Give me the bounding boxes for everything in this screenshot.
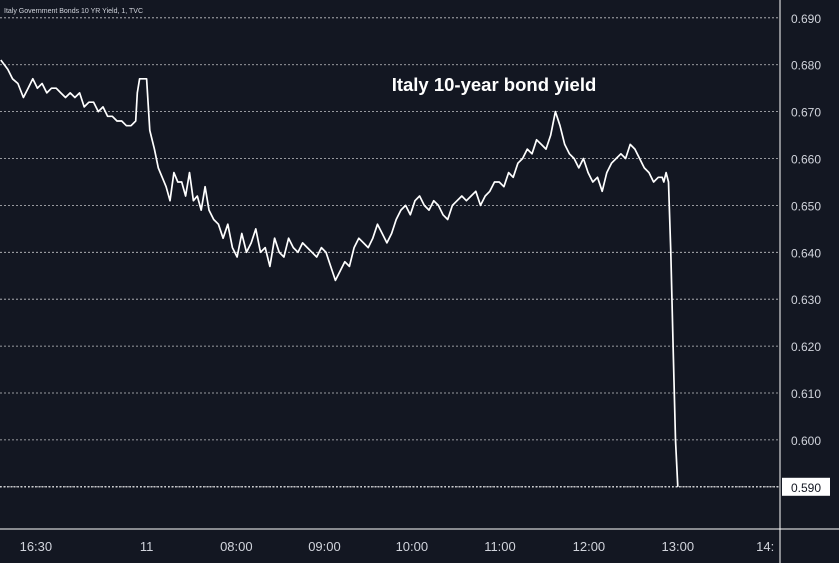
x-tick-label: 12:00	[573, 539, 606, 554]
x-tick-label: 13:00	[662, 539, 695, 554]
x-tick-label: 08:00	[220, 539, 253, 554]
last-price-box	[782, 477, 830, 496]
y-tick-label: 0.630	[791, 293, 821, 307]
symbol-label: Italy Government Bonds 10 YR Yield, 1, T…	[4, 8, 143, 15]
gridlines	[0, 17, 780, 488]
x-tick-label: 10:00	[396, 539, 429, 554]
x-tick-label: 16:30	[20, 539, 53, 554]
last-price-label: 0.590	[791, 481, 821, 495]
y-tick-label: 0.670	[791, 106, 821, 120]
yield-series-line	[0, 59, 679, 487]
y-tick-label: 0.610	[791, 387, 821, 401]
x-tick-label: 09:00	[308, 539, 341, 554]
y-tick-label: 0.690	[791, 12, 821, 26]
y-tick-label: 0.640	[791, 246, 821, 260]
y-tick-label: 0.680	[791, 59, 821, 73]
x-tick-label: 11:00	[484, 539, 516, 554]
last-price-marker: 0.590	[0, 477, 830, 496]
x-axis: 16:30 11 08:00 09:00 10:00 11:00 12:00 13:00 14:	[20, 539, 775, 554]
y-tick-label: 0.650	[791, 199, 821, 213]
x-tick-label: 14:	[756, 539, 774, 554]
y-tick-label: 0.620	[791, 340, 821, 354]
x-tick-label: 11	[140, 539, 154, 554]
chart-title: Italy 10-year bond yield	[392, 74, 597, 95]
y-tick-label: 0.660	[791, 153, 821, 167]
series-layer	[0, 59, 679, 487]
y-tick-label: 0.600	[791, 434, 821, 448]
